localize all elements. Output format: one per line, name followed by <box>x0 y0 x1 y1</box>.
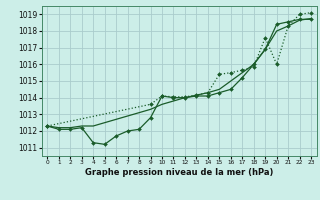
X-axis label: Graphe pression niveau de la mer (hPa): Graphe pression niveau de la mer (hPa) <box>85 168 273 177</box>
